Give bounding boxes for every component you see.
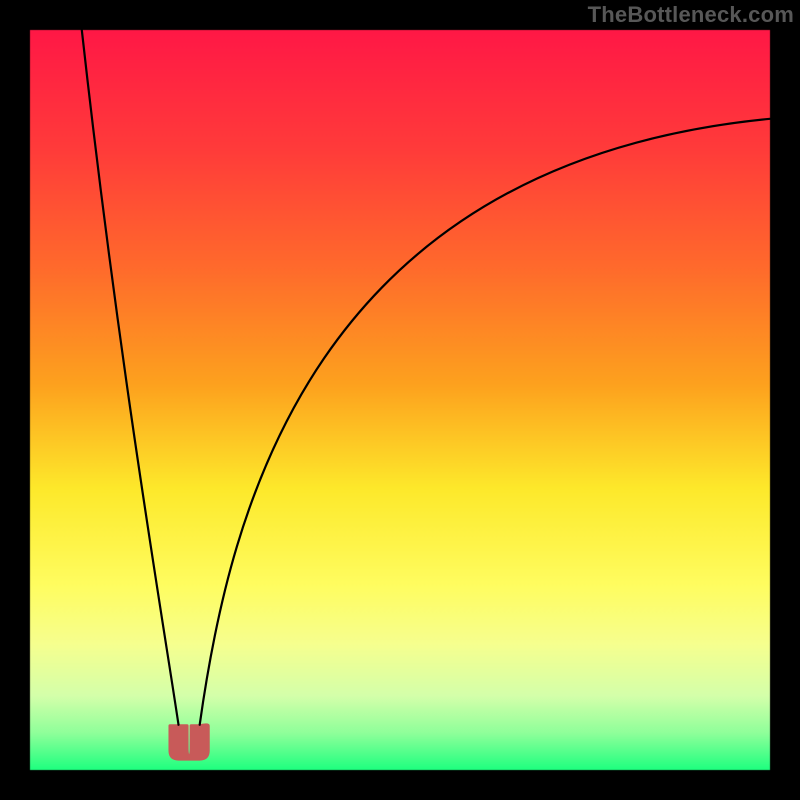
figure-root: TheBottleneck.com xyxy=(0,0,800,800)
watermark-text: TheBottleneck.com xyxy=(588,2,794,28)
gradient-background xyxy=(0,0,800,800)
